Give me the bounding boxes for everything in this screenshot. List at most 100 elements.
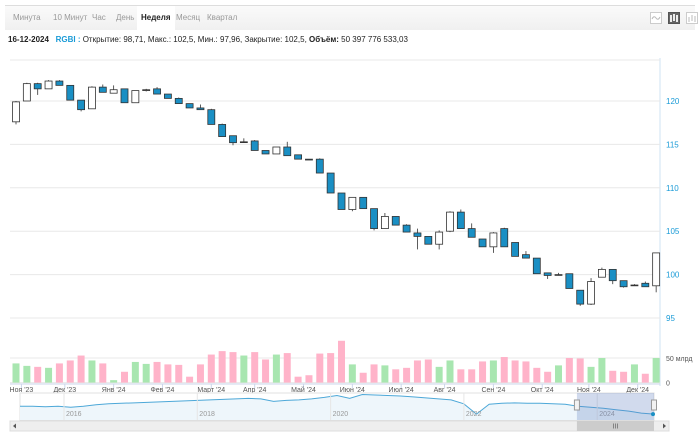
volume-bar xyxy=(500,357,508,383)
candle xyxy=(598,267,606,278)
candle xyxy=(391,216,400,226)
volume-bar xyxy=(131,361,139,383)
volume-bar xyxy=(294,376,302,383)
tab-10-minutes[interactable]: 10 Минут xyxy=(53,13,88,22)
volume-bar xyxy=(88,360,96,383)
tab-minute[interactable]: Минута xyxy=(13,13,41,22)
info-sep: : xyxy=(75,35,83,44)
candle xyxy=(348,196,357,212)
navigator-selection[interactable] xyxy=(576,393,654,420)
candle xyxy=(98,84,107,93)
candle xyxy=(489,232,498,253)
candle-body xyxy=(489,232,498,248)
tab-week[interactable]: Неделя xyxy=(137,6,175,30)
info-date: 16-12-2024 xyxy=(8,35,49,44)
candle xyxy=(456,209,465,229)
scrollbar-track[interactable] xyxy=(9,420,670,432)
volume-bar xyxy=(77,355,85,383)
volume-bar xyxy=(359,372,367,383)
volume-bar xyxy=(435,366,443,383)
volume-bar xyxy=(251,352,259,383)
candle-body xyxy=(467,228,476,238)
candle-body xyxy=(98,86,107,93)
volume-tick-label: 50 млрд xyxy=(666,356,692,363)
candle-body xyxy=(283,146,292,157)
x-tick-label: Дек '23 xyxy=(53,387,76,394)
volume-bar xyxy=(598,358,606,383)
candle xyxy=(66,84,75,101)
candle-body xyxy=(348,196,357,210)
volume-bar xyxy=(66,360,74,383)
ohlc-chart-icon[interactable] xyxy=(686,12,698,24)
tab-hour[interactable]: Час xyxy=(92,13,106,22)
candle xyxy=(12,101,20,125)
candle-body xyxy=(511,242,520,257)
navigator-last-point xyxy=(651,412,655,417)
candle-body xyxy=(337,192,346,210)
high-value: 102,5 xyxy=(173,35,194,44)
candle xyxy=(229,135,237,146)
candle-body xyxy=(402,224,411,233)
candle xyxy=(305,158,313,161)
tab-month[interactable]: Месяц xyxy=(176,13,201,22)
line-chart-icon[interactable] xyxy=(650,12,662,24)
candle xyxy=(250,140,259,151)
candle-body xyxy=(305,158,313,161)
candle xyxy=(315,158,324,174)
low-label: Мин.: xyxy=(197,35,218,44)
candle-body xyxy=(478,238,487,248)
volume-bar xyxy=(164,364,172,383)
candle-body xyxy=(554,274,563,276)
candle xyxy=(641,281,650,288)
volume-bar xyxy=(565,358,573,383)
candle xyxy=(424,236,433,245)
candle xyxy=(511,242,520,257)
navigator-handle[interactable] xyxy=(651,399,657,411)
candle-body xyxy=(261,150,270,155)
candle-body xyxy=(380,216,389,229)
volume-bar xyxy=(555,365,562,383)
candle xyxy=(196,104,205,111)
volume-bar xyxy=(620,371,628,383)
candle-body xyxy=(33,83,42,90)
volume-bar xyxy=(153,361,161,383)
candle xyxy=(261,150,270,155)
volume-tick-label: 0 xyxy=(666,381,670,388)
tab-day[interactable]: День xyxy=(116,13,135,22)
candle xyxy=(576,289,585,306)
candle-body xyxy=(218,124,227,137)
volume-bar xyxy=(424,359,432,383)
candle xyxy=(532,257,541,275)
candle-body xyxy=(565,273,574,289)
candle-body xyxy=(370,208,378,229)
candle xyxy=(587,278,595,305)
volume-bar xyxy=(457,369,465,383)
y-tick-label: 115 xyxy=(666,140,679,149)
x-tick-label: Июл '24 xyxy=(389,387,414,394)
candle-body xyxy=(500,228,509,248)
open-label: Открытие: xyxy=(82,35,122,44)
tab-quarter[interactable]: Квартал xyxy=(207,13,238,22)
candle xyxy=(239,138,248,143)
volume-bar xyxy=(12,363,20,383)
volume-bar xyxy=(348,364,356,383)
candle xyxy=(608,268,617,285)
candle xyxy=(174,97,183,105)
navigator-handle[interactable] xyxy=(573,399,580,411)
candle-body xyxy=(174,97,183,105)
candle xyxy=(283,141,292,157)
candle-body xyxy=(109,89,118,94)
candle-body xyxy=(576,289,585,305)
y-tick-label: 110 xyxy=(666,184,679,193)
candle xyxy=(435,230,444,250)
candle-body xyxy=(532,257,541,275)
candle-body xyxy=(326,172,335,194)
candle xyxy=(88,86,96,110)
candlestick-chart-icon[interactable] xyxy=(668,12,680,24)
y-tick-label: 105 xyxy=(666,227,680,236)
y-tick-label: 120 xyxy=(666,97,680,106)
volume-bar xyxy=(533,367,541,383)
candle-body xyxy=(239,141,248,143)
volume-bar xyxy=(207,354,215,383)
